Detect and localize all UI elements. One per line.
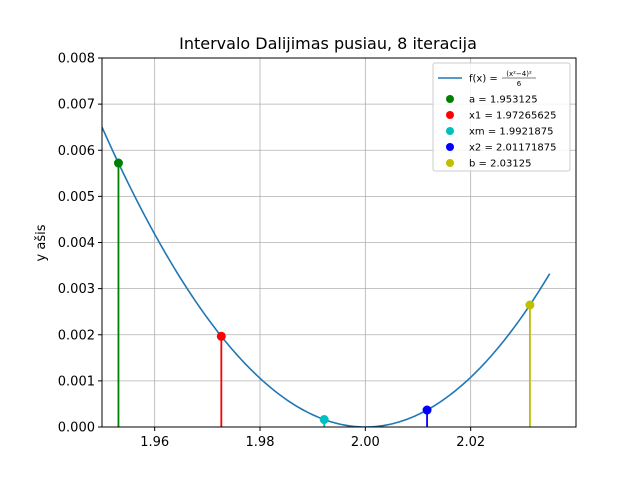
y-tick-label: 0.002 (58, 328, 95, 343)
legend-curve-denominator: 6 (517, 80, 522, 88)
y-tick-label: 0.006 (58, 144, 95, 159)
point-marker-4 (525, 300, 535, 310)
legend-box (432, 62, 571, 172)
chart-title: Intervalo Dalijimas pusiau, 8 iteracija (179, 34, 477, 53)
legend-label-2: xm = 1.9921875 (469, 127, 553, 138)
x-tick-label: 2.00 (351, 435, 380, 450)
legend-marker-0 (446, 95, 454, 103)
y-tick-label: 0.005 (58, 190, 95, 205)
point-marker-2 (319, 415, 329, 425)
legend-label-0: a = 1.953125 (469, 95, 538, 106)
legend-marker-1 (446, 111, 454, 119)
legend: f(x) = (x²−4)² 6 a = 1.953125 x1 = 1.972656… (432, 62, 571, 172)
axis-ticks: 1.96 1.98 2.00 2.02 0.000 0.001 0.002 0.003 0.00… (58, 52, 485, 451)
x-tick-label: 2.02 (456, 435, 485, 450)
y-tick-label: 0.004 (58, 236, 95, 251)
plot-area (102, 126, 551, 427)
y-tick-label: 0.003 (58, 282, 95, 297)
y-tick-label: 0.007 (58, 98, 95, 113)
y-tick-label: 0.001 (58, 374, 95, 389)
x-tick-label: 1.98 (246, 435, 275, 450)
legend-marker-2 (446, 127, 454, 135)
y-axis-label: y ašis (34, 224, 49, 261)
legend-label-4: b = 2.03125 (469, 159, 531, 170)
y-tick-label: 0.000 (58, 421, 95, 436)
point-marker-0 (113, 158, 123, 168)
point-marker-1 (216, 331, 226, 341)
legend-marker-3 (446, 143, 454, 151)
legend-label-1: x1 = 1.97265625 (469, 111, 556, 122)
legend-label-3: x2 = 2.01171875 (469, 143, 556, 154)
y-tick-label: 0.008 (58, 52, 95, 67)
x-tick-label: 1.96 (140, 435, 169, 450)
point-marker-3 (422, 405, 432, 415)
legend-marker-4 (446, 159, 454, 167)
legend-curve-label: f(x) = (469, 74, 498, 85)
legend-curve-numerator: (x²−4)² (506, 70, 532, 78)
